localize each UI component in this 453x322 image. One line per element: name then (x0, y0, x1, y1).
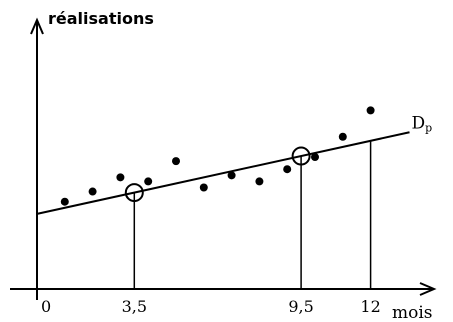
data-point (88, 187, 97, 196)
x-axis-label: mois (392, 303, 433, 322)
data-point (283, 165, 292, 174)
y-axis-label: réalisations (48, 9, 154, 28)
highlight-circle (124, 183, 144, 203)
fit-line-label: Dp (412, 113, 433, 134)
data-point (366, 106, 375, 115)
data-point (255, 177, 264, 186)
data-point (172, 157, 180, 166)
data-point (311, 153, 319, 162)
y-axis (30, 17, 44, 300)
data-point (144, 177, 153, 186)
data-point (338, 132, 347, 141)
x-axis (10, 282, 437, 296)
data-point (60, 197, 69, 206)
data-point (227, 171, 236, 180)
data-point (116, 173, 125, 182)
fit-line-label-main: D (412, 113, 426, 133)
x-tick-label: 3,5 (122, 297, 147, 316)
x-tick-label: 12 (360, 297, 380, 316)
data-point (199, 183, 208, 192)
x-tick-label: 0 (41, 297, 51, 316)
fit-line-label-sub: p (425, 121, 432, 134)
chart-marks: Dp 0 3,5 9,5 12 (36, 106, 433, 316)
fit-line (36, 131, 410, 215)
x-tick-label: 9,5 (288, 297, 313, 316)
highlight-circle (291, 146, 311, 166)
